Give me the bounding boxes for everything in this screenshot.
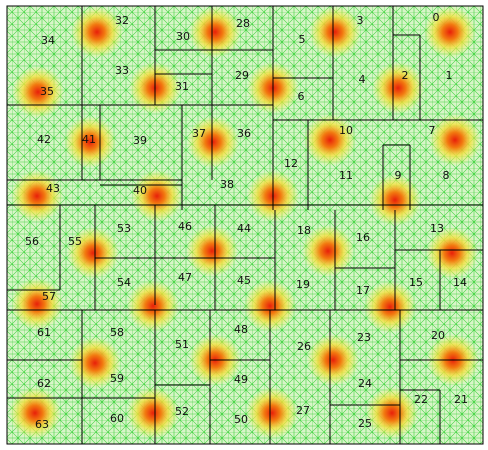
region-label: 51: [175, 338, 189, 351]
region-label: 10: [339, 124, 353, 137]
heat-spot: [246, 387, 298, 439]
region-label: 13: [430, 222, 444, 235]
heat-spot: [426, 227, 478, 279]
region-label: 31: [175, 80, 189, 93]
heat-spot: [71, 6, 123, 58]
region-label: 30: [176, 30, 190, 43]
region-label: 23: [357, 331, 371, 344]
region-label: 59: [110, 372, 124, 385]
heat-spot: [307, 334, 359, 386]
region-label: 2: [402, 69, 409, 82]
heat-spot: [429, 114, 481, 166]
region-label: 63: [35, 418, 49, 431]
region-label: 55: [68, 235, 82, 248]
region-label: 58: [110, 326, 124, 339]
region-label: 11: [339, 169, 353, 182]
region-label: 22: [414, 393, 428, 406]
region-label: 21: [454, 393, 468, 406]
heat-spot: [424, 6, 476, 58]
heat-spot: [302, 225, 354, 277]
region-label: 47: [178, 271, 192, 284]
region-label: 57: [42, 290, 56, 303]
heat-spot: [189, 6, 241, 58]
region-label: 50: [234, 413, 248, 426]
region-label: 44: [237, 222, 251, 235]
region-label: 6: [298, 90, 305, 103]
region-label: 3: [357, 14, 364, 27]
region-label: 41: [82, 133, 96, 146]
region-label: 5: [299, 33, 306, 46]
region-label: 1: [446, 69, 453, 82]
region-label: 33: [115, 64, 129, 77]
region-label: 9: [395, 169, 402, 182]
region-label: 42: [37, 133, 51, 146]
region-label: 60: [110, 412, 124, 425]
region-label: 54: [117, 276, 131, 289]
region-label: 53: [117, 222, 131, 235]
region-label: 61: [37, 326, 51, 339]
heat-spot: [364, 281, 416, 333]
region-label: 49: [234, 373, 248, 386]
region-label: 38: [220, 178, 234, 191]
heat-spot: [187, 116, 239, 168]
heat-spot: [64, 116, 116, 168]
region-label: 34: [41, 34, 55, 47]
region-label: 12: [284, 157, 298, 170]
region-label: 20: [431, 329, 445, 342]
region-label: 14: [453, 276, 467, 289]
heat-spot: [186, 225, 238, 277]
region-label: 19: [296, 278, 310, 291]
heat-spot: [9, 387, 61, 439]
region-label: 18: [297, 224, 311, 237]
region-label: 27: [296, 404, 310, 417]
region-label: 46: [178, 220, 192, 233]
region-label: 37: [192, 127, 206, 140]
region-label: 36: [237, 127, 251, 140]
region-label: 29: [235, 69, 249, 82]
heat-spot: [369, 174, 421, 226]
region-label: 56: [25, 235, 39, 248]
heat-spot: [11, 170, 63, 222]
region-label: 43: [46, 182, 60, 195]
region-label: 4: [359, 73, 366, 86]
heat-spot: [131, 170, 183, 222]
region-label: 39: [133, 134, 147, 147]
region-label: 8: [443, 169, 450, 182]
region-label: 24: [358, 377, 372, 390]
heat-spot: [67, 227, 119, 279]
region-label: 45: [237, 274, 251, 287]
partition-lines: [7, 6, 483, 444]
region-label: 32: [115, 14, 129, 27]
heat-spot: [372, 62, 424, 114]
heat-spot: [309, 6, 361, 58]
heat-spot: [127, 387, 179, 439]
heat-spot: [304, 114, 356, 166]
heat-spot: [127, 280, 179, 332]
heat-spot: [12, 66, 64, 118]
heat-spot: [366, 387, 418, 439]
region-label: 28: [236, 17, 250, 30]
region-label: 0: [433, 11, 440, 24]
heat-spot: [244, 280, 296, 332]
region-label: 35: [40, 85, 54, 98]
region-label: 25: [358, 417, 372, 430]
heat-spot: [11, 278, 63, 330]
region-label: 15: [409, 276, 423, 289]
region-label: 52: [175, 405, 189, 418]
region-label: 48: [234, 323, 248, 336]
region-label: 62: [37, 377, 51, 390]
region-label: 40: [133, 184, 147, 197]
region-label: 17: [356, 284, 370, 297]
region-label: 26: [297, 340, 311, 353]
region-labels: 0123456789101112131415161718192021222324…: [25, 11, 468, 431]
region-label: 16: [356, 231, 370, 244]
region-label: 7: [429, 124, 436, 137]
